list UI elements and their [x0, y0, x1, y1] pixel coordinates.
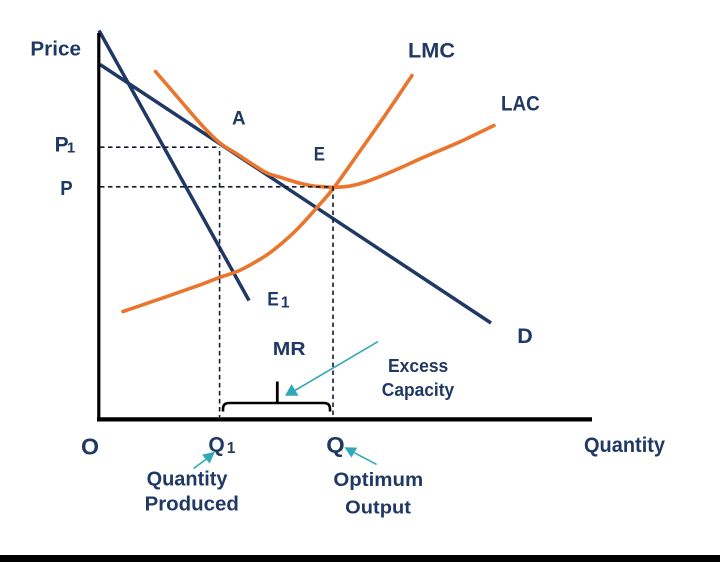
svg-text:Capacity: Capacity [382, 379, 455, 400]
svg-text:E: E [267, 288, 279, 310]
svg-text:1: 1 [227, 440, 236, 457]
svg-text:Optimum: Optimum [333, 470, 423, 491]
svg-text:Output: Output [345, 497, 411, 518]
svg-text:D: D [517, 325, 533, 348]
svg-text:P: P [55, 134, 69, 157]
svg-text:MR: MR [273, 338, 306, 359]
svg-text:Q: Q [208, 434, 224, 457]
svg-text:LAC: LAC [501, 92, 540, 116]
svg-text:Quantity: Quantity [147, 468, 229, 490]
svg-text:Q: Q [326, 433, 344, 458]
svg-text:1: 1 [281, 294, 290, 311]
svg-text:E: E [314, 143, 325, 165]
svg-text:Produced: Produced [145, 493, 239, 515]
svg-text:O: O [81, 434, 99, 460]
svg-text:P: P [60, 178, 72, 200]
svg-text:Excess: Excess [388, 355, 448, 376]
svg-text:Price: Price [30, 39, 81, 61]
svg-text:1: 1 [67, 140, 75, 157]
svg-text:A: A [232, 107, 246, 129]
svg-text:LMC: LMC [408, 39, 455, 63]
svg-text:Quantity: Quantity [584, 434, 665, 457]
